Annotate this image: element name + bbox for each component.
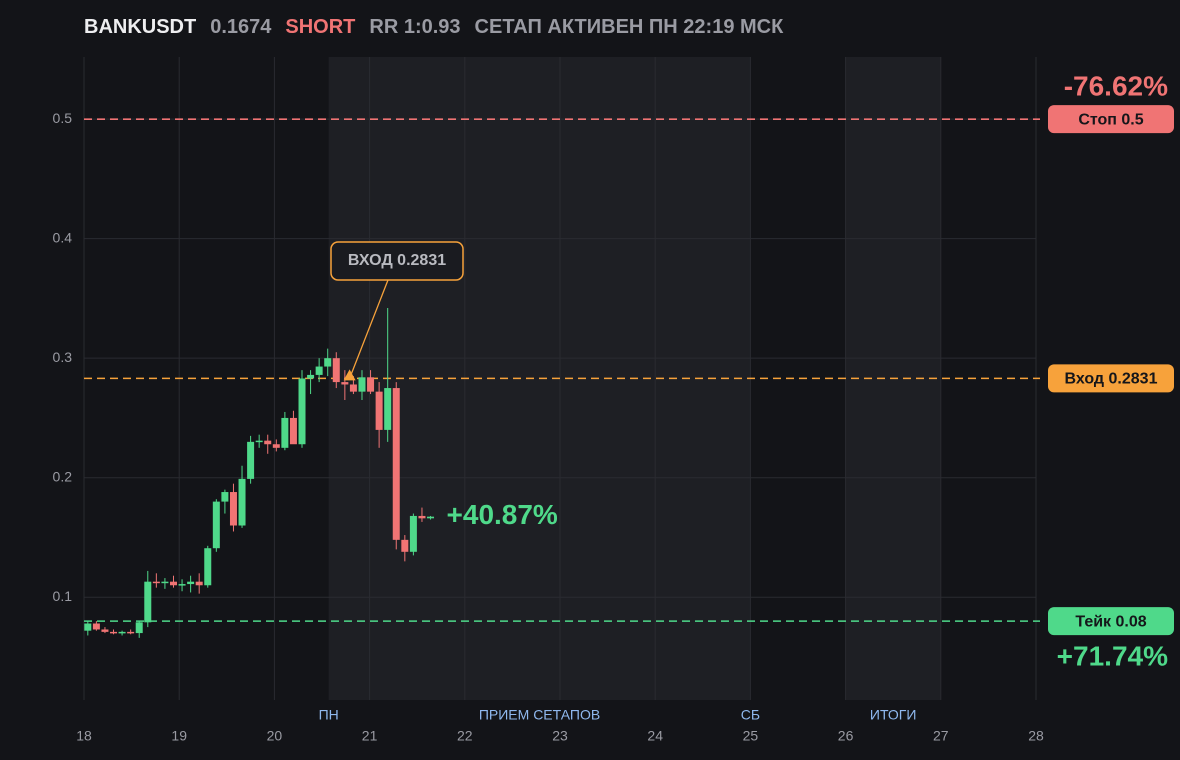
candle-body xyxy=(221,492,229,502)
level-percent: +71.74% xyxy=(1057,641,1168,672)
y-tick-label: 0.2 xyxy=(53,468,73,484)
candle-body xyxy=(375,391,383,430)
x-tick-label: 27 xyxy=(933,728,949,744)
candle-body xyxy=(384,388,392,430)
candle-body xyxy=(110,631,118,634)
side: SHORT xyxy=(285,16,356,38)
price: 0.1674 xyxy=(210,16,272,38)
candle-body xyxy=(427,516,435,519)
candle-body xyxy=(264,440,272,445)
candle-body xyxy=(238,478,246,526)
candle-body xyxy=(367,377,375,392)
x-tick-label: 23 xyxy=(552,728,568,744)
x-tick-label: 24 xyxy=(647,728,663,744)
candle-body xyxy=(204,548,212,586)
risk-reward: RR 1:0.93 xyxy=(369,16,461,38)
candle-body xyxy=(84,623,92,631)
candle-body xyxy=(247,441,255,479)
x-tick-label: 26 xyxy=(838,728,854,744)
x-tick-label: 21 xyxy=(362,728,378,744)
x-tick-label: 22 xyxy=(457,728,473,744)
level-tag xyxy=(1048,364,1174,393)
x-tick-label: 19 xyxy=(171,728,187,744)
x-tick-label: 25 xyxy=(743,728,759,744)
candle-body xyxy=(101,629,109,632)
entry-marker xyxy=(343,369,356,381)
annotation-text: ВХОД 0.2831 xyxy=(348,252,446,269)
annotation-box xyxy=(330,241,464,281)
candle-body xyxy=(341,382,349,385)
y-tick-label: 0.3 xyxy=(53,349,73,365)
candle-body xyxy=(152,581,160,584)
candle-body xyxy=(187,581,195,585)
candle-body xyxy=(418,515,426,519)
y-tick-label: 0.1 xyxy=(53,588,73,604)
x-tick-label: 18 xyxy=(76,728,92,744)
x-tick-label: 28 xyxy=(1028,728,1044,744)
x-tick-label: 20 xyxy=(267,728,283,744)
symbol: BANKUSDT xyxy=(84,16,197,38)
day-marker: СБ xyxy=(741,707,760,723)
candle-body xyxy=(161,581,169,584)
candle-body xyxy=(135,622,143,634)
header: BANKUSDT 0.1674 SHORT RR 1:0.93 СЕТАП АК… xyxy=(84,16,783,39)
level-tag xyxy=(1048,105,1174,134)
candle-body xyxy=(169,581,177,586)
session-label: ИТОГИ xyxy=(870,707,917,723)
status: СЕТАП АКТИВЕН ПН 22:19 МСК xyxy=(474,16,784,38)
level-label: Вход 0.2831 xyxy=(1065,371,1158,388)
candle-body xyxy=(118,631,126,634)
day-marker: ПН xyxy=(319,707,339,723)
candle-body xyxy=(289,417,297,445)
candle-body xyxy=(272,444,280,448)
candle-body xyxy=(315,366,323,375)
candle-body xyxy=(144,581,152,623)
session-label: ПРИЕМ СЕТАПОВ xyxy=(479,707,600,723)
candle-body xyxy=(281,417,289,448)
candle-body xyxy=(92,623,100,630)
candle-body xyxy=(392,388,400,540)
candle-body xyxy=(324,358,332,367)
candle-body xyxy=(255,440,263,443)
y-tick-label: 0.5 xyxy=(53,110,73,126)
candle-body xyxy=(195,581,203,586)
annotation-arrow xyxy=(349,279,389,379)
candle-body xyxy=(409,515,417,552)
candle-body xyxy=(332,358,340,383)
candle-body xyxy=(178,584,186,586)
candle-body xyxy=(401,539,409,552)
candle-body xyxy=(358,377,366,392)
level-label: Тейк 0.08 xyxy=(1075,613,1146,630)
candle-body xyxy=(212,501,220,549)
current-percent: +40.87% xyxy=(447,499,558,530)
level-tag xyxy=(1048,607,1174,636)
candle-body xyxy=(307,374,315,379)
level-label: Стоп 0.5 xyxy=(1078,111,1143,128)
candle-body xyxy=(298,378,306,445)
candle-body xyxy=(229,492,237,526)
candle-body xyxy=(127,631,135,634)
candle-body xyxy=(349,384,357,392)
y-tick-label: 0.4 xyxy=(53,229,73,245)
level-percent: -76.62% xyxy=(1064,71,1168,102)
